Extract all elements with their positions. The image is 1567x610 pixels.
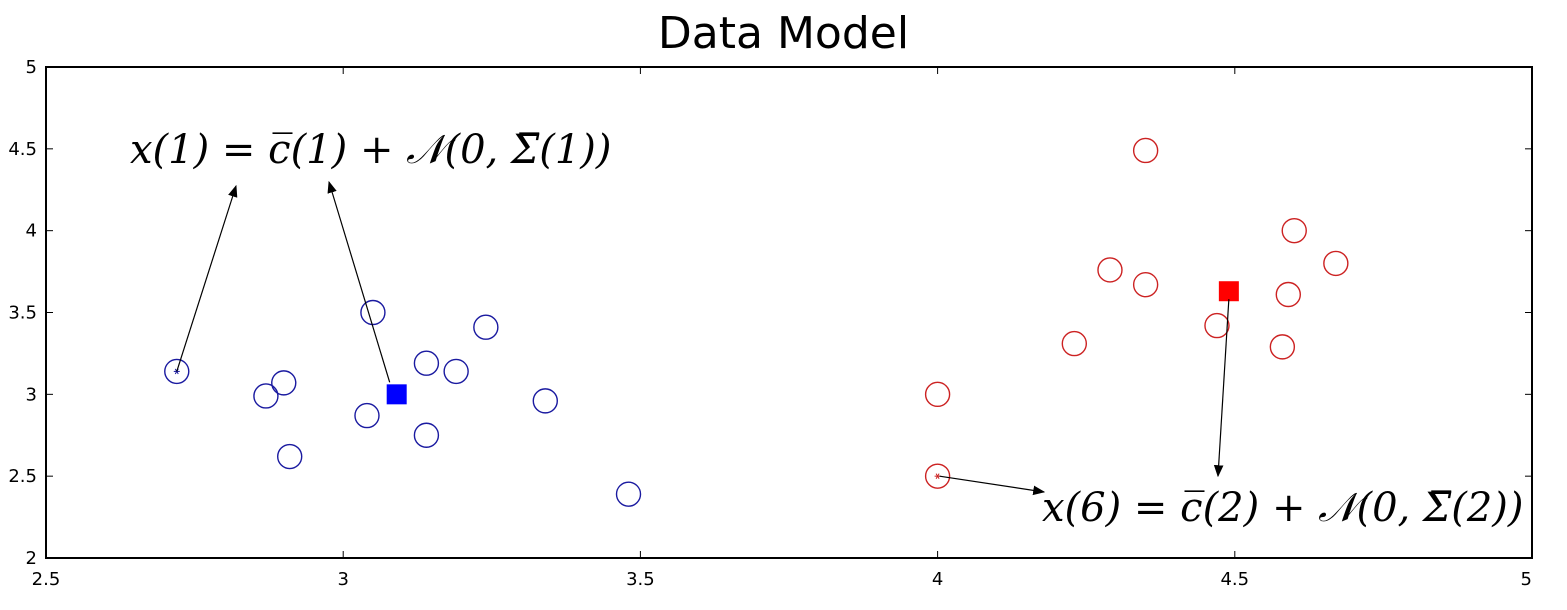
data-point-cluster-1 [473, 314, 499, 340]
x-tick-label: 4 [932, 569, 943, 590]
y-tick-label: 4.5 [8, 139, 37, 160]
x-tick-label: 3 [337, 569, 348, 590]
y-tick-label: 2.5 [8, 466, 37, 487]
data-point-cluster-2 [1132, 137, 1159, 164]
data-point-cluster-1 [532, 388, 558, 414]
data-points [164, 137, 1349, 507]
data-point-cluster-2 [1097, 257, 1123, 283]
data-point-cluster-2 [1132, 271, 1159, 298]
data-point-cluster-1 [413, 350, 440, 376]
x-tick-label: 2.5 [32, 569, 61, 590]
arrow-center-1-to-equation [327, 180, 391, 383]
y-tick-label: 5 [26, 57, 37, 78]
y-tick-label: 3.5 [8, 303, 37, 324]
y-tick-label: 3 [26, 384, 37, 405]
data-point-cluster-1 [164, 358, 190, 385]
annotation-cluster-1-equation: x(1) = c̅(1) + 𝒩(0, Σ̅(1)) [130, 127, 612, 173]
data-point-cluster-1 [443, 358, 469, 385]
data-point-cluster-1 [277, 443, 303, 470]
data-point-cluster-1 [253, 383, 279, 409]
annotations: x(1) = c̅(1) + 𝒩(0, Σ̅(1)) x(6) = c̅(2) … [130, 127, 1524, 531]
data-point-cluster-1 [354, 402, 380, 429]
arrow-point-1-to-equation [176, 184, 238, 372]
data-point-cluster-2 [1269, 334, 1296, 360]
x-tick-label: 4.5 [1220, 569, 1249, 590]
data-point-cluster-2 [1061, 330, 1088, 357]
x-tick-label: 5 [1521, 569, 1532, 590]
data-point-cluster-2 [1275, 281, 1301, 308]
data-point-cluster-2 [1323, 250, 1349, 277]
cluster-centers [386, 281, 1239, 405]
arrow-center-2-to-equation [1213, 299, 1230, 478]
plot-axes: 2.5 3 3.5 4 4.5 522.533.544.55 [8, 57, 1533, 590]
data-point-cluster-2 [1204, 312, 1230, 339]
data-point-cluster-1 [413, 422, 440, 448]
data-point-cluster-2 [1281, 217, 1307, 244]
y-tick-label: 4 [26, 221, 37, 242]
cluster-center-1 [386, 384, 407, 405]
data-point-cluster-1 [271, 370, 297, 396]
chart-title: Data Model [657, 8, 910, 59]
cluster-center-2 [1218, 281, 1239, 302]
data-point-cluster-2 [924, 381, 951, 408]
x-tick-label: 3.5 [626, 569, 655, 590]
arrow-point-6-to-equation [939, 475, 1046, 496]
y-tick-label: 2 [26, 548, 37, 569]
data-point-cluster-2 [924, 463, 951, 489]
data-point-cluster-1 [360, 299, 386, 326]
highlight-star-stroke [935, 473, 940, 480]
annotation-cluster-2-equation: x(6) = c̅(2) + 𝒩(0, Σ̅(2)) [1042, 485, 1524, 531]
data-point-cluster-1 [615, 481, 642, 507]
